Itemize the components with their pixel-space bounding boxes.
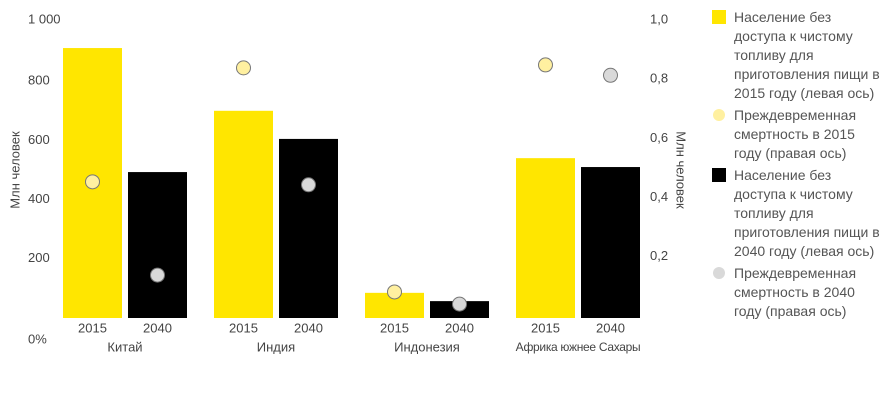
- legend-marker: [712, 10, 726, 24]
- legend-marker: [712, 168, 726, 182]
- x-sub-label: 2040: [596, 320, 625, 335]
- legend-label: Преждевременная смертность в 2040 году (…: [734, 265, 857, 319]
- y2-axis-label: Млн человек: [674, 131, 689, 209]
- legend-marker: [713, 267, 725, 279]
- y2-tick-label: 0,8: [650, 71, 668, 86]
- y-tick-label: 1 000: [28, 11, 61, 26]
- legend-item: Преждевременная смертность в 2040 году (…: [712, 264, 884, 321]
- y-tick-label: 0%: [28, 331, 47, 346]
- dot: [236, 60, 251, 76]
- x-sub-label: 2015: [531, 320, 560, 335]
- bar: [279, 138, 338, 318]
- dot: [301, 177, 316, 193]
- y2-tick-label: 0,4: [650, 189, 668, 204]
- x-sub-label: 2015: [78, 320, 107, 335]
- bar: [581, 167, 640, 318]
- legend-marker: [713, 109, 725, 121]
- y-tick-label: 400: [28, 191, 50, 206]
- legend-item: Население без доступа к чистому топливу …: [712, 8, 884, 103]
- x-sub-label: 2015: [229, 320, 258, 335]
- dot: [538, 57, 553, 73]
- x-sub-label: 2015: [380, 320, 409, 335]
- x-sub-label: 2040: [445, 320, 474, 335]
- chart: Млн человек Млн человек 0% 200 400 600 800 1 …: [7, 11, 689, 354]
- dot: [150, 267, 165, 283]
- y-axis-label: Млн человек: [7, 131, 22, 209]
- legend-label: Население без доступа к чистому топливу …: [734, 9, 880, 101]
- y-tick-label: 600: [28, 132, 50, 147]
- x-tick-label: Китай: [107, 339, 142, 354]
- bar: [516, 158, 575, 318]
- x-tick-label: Африка южнее Сахары: [516, 340, 641, 354]
- dot: [603, 67, 618, 83]
- legend: Население без доступа к чистому топливу …: [712, 8, 884, 324]
- legend-item: Население без доступа к чистому топливу …: [712, 166, 884, 261]
- legend-label: Население без доступа к чистому топливу …: [734, 167, 880, 259]
- y-tick-label: 200: [28, 250, 50, 265]
- bar: [128, 172, 187, 318]
- dot: [387, 284, 402, 300]
- y2-tick-label: 1,0: [650, 11, 668, 26]
- bar: [214, 110, 273, 318]
- y-tick-label: 800: [28, 73, 50, 88]
- legend-item: Преждевременная смертность в 2015 году (…: [712, 106, 884, 163]
- dot: [85, 174, 100, 190]
- y2-tick-label: 0,6: [650, 130, 668, 145]
- x-tick-label: Индия: [257, 339, 295, 354]
- legend-label: Преждевременная смертность в 2015 году (…: [734, 107, 857, 161]
- x-sub-label: 2040: [143, 320, 172, 335]
- y2-tick-label: 0,2: [650, 248, 668, 263]
- x-sub-label: 2040: [294, 320, 323, 335]
- dot: [452, 296, 467, 312]
- x-tick-label: Индонезия: [394, 339, 460, 354]
